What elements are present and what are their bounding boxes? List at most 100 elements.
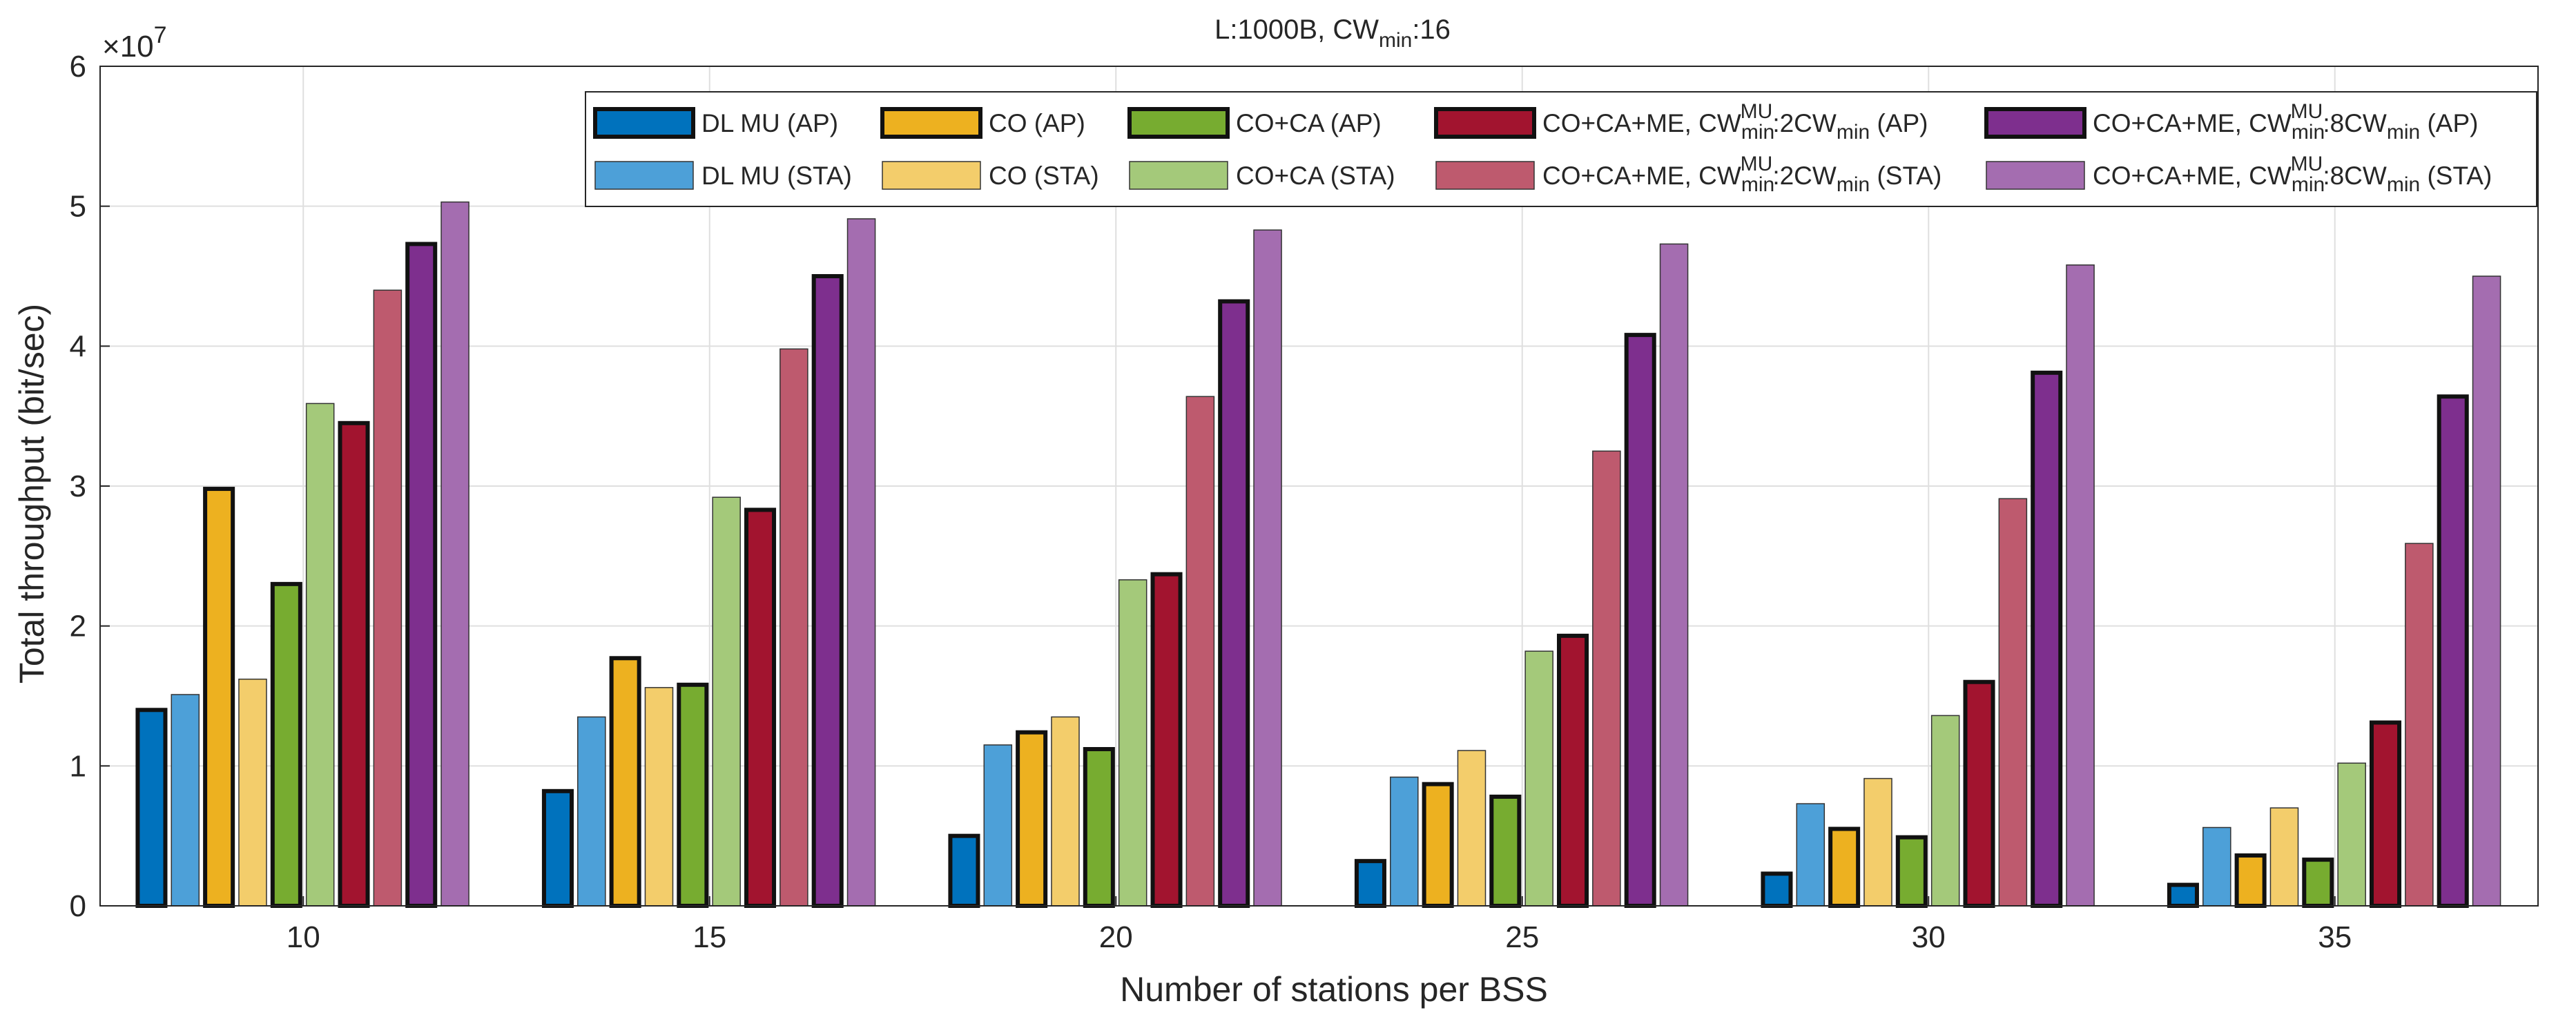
y-tick-label: 5 <box>70 190 86 224</box>
bar <box>1963 679 1995 908</box>
bar <box>1185 396 1215 907</box>
bar <box>2302 858 2334 908</box>
x-tick-label: 20 <box>1099 920 1133 954</box>
legend-swatch <box>1986 161 2085 190</box>
bar <box>1118 579 1147 907</box>
y-axis-multiplier: ×107 <box>102 22 167 64</box>
bar <box>677 682 709 909</box>
legend-swatch <box>882 161 981 190</box>
bar <box>1998 498 2028 907</box>
x-axis-label: Number of stations per BSS <box>1120 970 1548 1009</box>
bar <box>2472 275 2501 907</box>
legend-swatch <box>1434 107 1536 139</box>
bar <box>203 487 235 908</box>
legend: DL MU (AP) DL MU (STA) CO (AP) CO (STA) CO+C… <box>585 91 2537 207</box>
bar <box>338 420 370 908</box>
bar <box>1592 450 1621 907</box>
bar <box>712 496 741 907</box>
bar <box>1796 803 1826 907</box>
bar <box>1390 776 1419 907</box>
bar <box>983 744 1013 907</box>
legend-swatch <box>594 161 694 190</box>
legend-swatch <box>593 107 695 139</box>
x-tick-label: 30 <box>1912 920 1946 954</box>
legend-label: CO+CA+ME, CWminMU:2CWmin (AP) <box>1542 100 1928 144</box>
bar <box>2405 543 2434 907</box>
bar <box>135 708 168 909</box>
bar <box>948 833 980 908</box>
bar <box>2031 370 2063 908</box>
bar <box>1556 633 1589 908</box>
bar <box>1253 229 1282 907</box>
bar <box>2066 264 2095 907</box>
bar <box>1051 716 1080 907</box>
bar <box>1895 835 1928 909</box>
x-tick-label: 25 <box>1505 920 1539 954</box>
y-tick-label: 2 <box>70 610 86 643</box>
bar <box>1150 572 1183 908</box>
bar <box>270 581 302 908</box>
bar <box>1354 859 1386 908</box>
bar <box>2167 882 2199 908</box>
bar <box>2437 394 2469 908</box>
legend-label: CO+CA+ME, CWminMU:8CWmin (STA) <box>2093 153 2492 196</box>
legend-label: CO+CA (AP) <box>1236 109 1382 137</box>
bar <box>577 716 606 907</box>
bars-layer <box>135 201 2501 909</box>
y-tick-label: 4 <box>70 329 86 363</box>
chart-title-prefix: L:1000B, CW <box>1214 14 1379 45</box>
bar <box>1016 730 1048 909</box>
bar <box>1828 826 1861 908</box>
bar <box>644 687 674 907</box>
bar <box>1863 777 1892 907</box>
bar <box>779 348 808 907</box>
bar <box>1489 794 1522 909</box>
bar <box>609 656 641 909</box>
legend-swatch <box>880 107 982 139</box>
bar <box>405 242 438 908</box>
bar <box>541 788 574 909</box>
x-tick-label: 10 <box>287 920 320 954</box>
x-axis-ticks: 10 15 20 25 30 35 <box>287 896 2352 954</box>
chart-title-suffix: :16 <box>1412 14 1451 45</box>
legend-label: DL MU (STA) <box>701 162 852 190</box>
bar <box>1930 715 1960 907</box>
bar <box>744 507 777 908</box>
bar <box>1083 747 1115 908</box>
multiplier-exponent: 7 <box>154 22 167 48</box>
y-tick-label: 0 <box>70 889 86 923</box>
y-axis-label: Total throughput (bit/sec) <box>12 304 51 684</box>
bar <box>1624 333 1656 908</box>
bar <box>238 678 267 907</box>
chart-title: L:1000B, CWmin:16 <box>1214 14 1451 52</box>
legend-swatch <box>1435 161 1535 190</box>
y-tick-label: 3 <box>70 469 86 503</box>
bar <box>373 289 403 907</box>
legend-swatch <box>1129 161 1228 190</box>
legend-swatch <box>1984 107 2086 139</box>
chart-title-subscript: min <box>1379 29 1412 52</box>
legend-label: CO+CA+ME, CWminMU:8CWmin (AP) <box>2093 100 2478 144</box>
bar <box>2269 807 2299 907</box>
bar <box>1218 299 1250 909</box>
bar <box>305 403 335 907</box>
legend-label: CO (STA) <box>989 162 1099 190</box>
legend-label: DL MU (AP) <box>701 109 838 137</box>
bar <box>2337 762 2366 907</box>
legend-label: CO+CA (STA) <box>1236 162 1395 190</box>
bar <box>171 694 200 907</box>
legend-label: CO (AP) <box>989 109 1085 137</box>
bar <box>846 218 876 907</box>
bar <box>1422 782 1454 909</box>
bar <box>1659 243 1689 907</box>
multiplier-base: ×10 <box>102 30 154 64</box>
x-tick-label: 35 <box>2318 920 2352 954</box>
y-tick-label: 6 <box>70 50 86 84</box>
bar <box>1761 871 1793 909</box>
y-axis-ticks: 0 1 2 3 4 5 6 <box>70 50 110 923</box>
bar <box>2234 853 2267 909</box>
bar <box>1457 750 1486 907</box>
y-tick-label: 1 <box>70 749 86 783</box>
legend-swatch <box>1127 107 1230 139</box>
